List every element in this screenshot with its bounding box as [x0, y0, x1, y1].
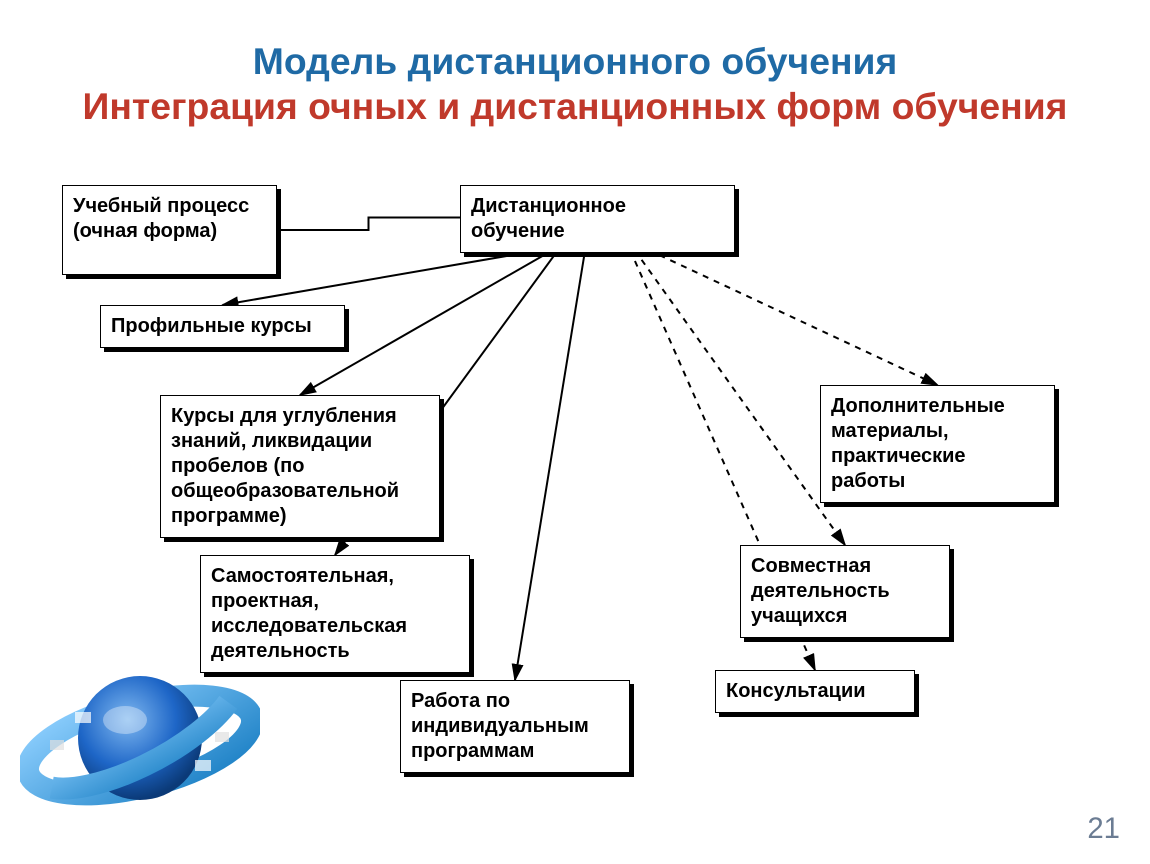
node-distance-learning: Дистанционное обучение	[460, 185, 735, 253]
node-deepening-courses: Курсы для углубления знаний, ликвидации …	[160, 395, 440, 538]
node-individual-programs: Работа по индивидуальным программам	[400, 680, 630, 773]
title-line-2: Интеграция очных и дистанционных форм об…	[0, 85, 1150, 128]
node-profile-courses: Профильные курсы	[100, 305, 345, 348]
node-additional-materials: Дополнительные материалы, практические р…	[820, 385, 1055, 503]
node-joint-activity: Совместная деятельность учащихся	[740, 545, 950, 638]
slide-canvas: Модель дистанционного обучения Интеграци…	[0, 0, 1150, 864]
node-consultations: Консультации	[715, 670, 915, 713]
node-study-process: Учебный процесс (очная форма)	[62, 185, 277, 275]
globe-with-ring-icon	[20, 640, 260, 840]
title-line-1: Модель дистанционного обучения	[0, 40, 1150, 83]
page-number: 21	[1087, 812, 1120, 846]
